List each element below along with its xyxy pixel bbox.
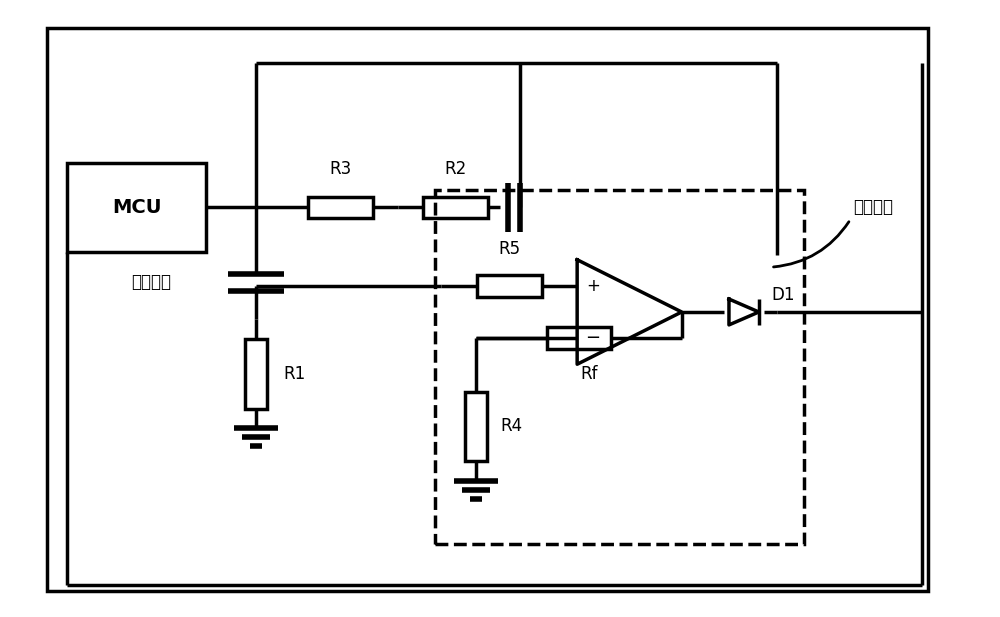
Text: +: +	[586, 277, 600, 295]
Bar	[245, 339, 267, 408]
FancyArrowPatch shape	[774, 222, 849, 267]
Bar	[435, 189, 804, 544]
Text: D1: D1	[772, 286, 795, 304]
Bar	[67, 163, 206, 252]
Text: R2: R2	[444, 160, 466, 178]
Text: R5: R5	[498, 240, 520, 259]
Bar	[423, 196, 488, 218]
Bar	[308, 196, 373, 218]
Bar	[477, 275, 542, 297]
Text: −: −	[586, 329, 601, 347]
Text: R3: R3	[330, 160, 352, 178]
Bar	[465, 392, 487, 462]
Bar	[47, 28, 928, 590]
Text: R1: R1	[283, 365, 305, 383]
Text: 电解组件: 电解组件	[132, 273, 172, 291]
Text: MCU: MCU	[112, 198, 161, 217]
Text: R4: R4	[500, 418, 522, 436]
Text: Rf: Rf	[580, 365, 598, 383]
Text: 放大电路: 放大电路	[853, 199, 893, 217]
Bar	[547, 327, 611, 349]
